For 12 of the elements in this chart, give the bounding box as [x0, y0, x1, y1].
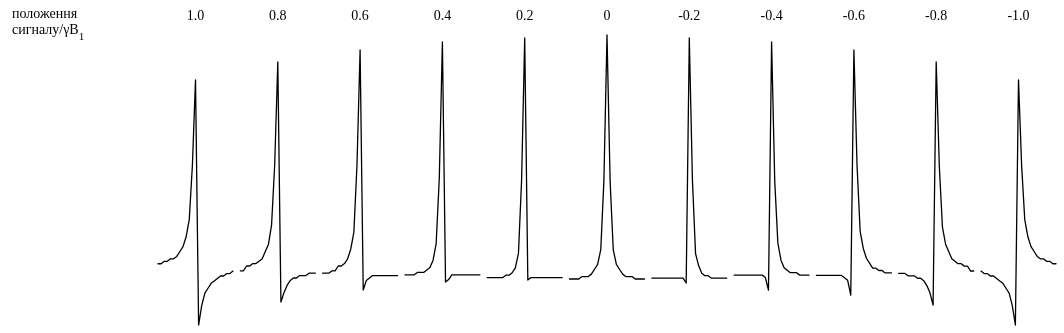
chart-title: 0.8 — [269, 8, 287, 23]
chart-title: -0.4 — [760, 8, 783, 23]
chart-title: -1.0 — [1007, 8, 1030, 23]
chart-title: -0.6 — [842, 8, 865, 23]
chart-title: -0.8 — [925, 8, 948, 23]
chart-title: 0.4 — [433, 8, 452, 23]
chart-title: 0.6 — [351, 8, 369, 23]
chart-title: 0.2 — [515, 8, 534, 23]
text: положення сигналу/γB$_{1}$ — [12, 6, 85, 42]
chart-title: 1.0 — [186, 8, 205, 23]
chart-title: -0.2 — [678, 8, 701, 23]
chart-title: 0 — [603, 8, 611, 23]
